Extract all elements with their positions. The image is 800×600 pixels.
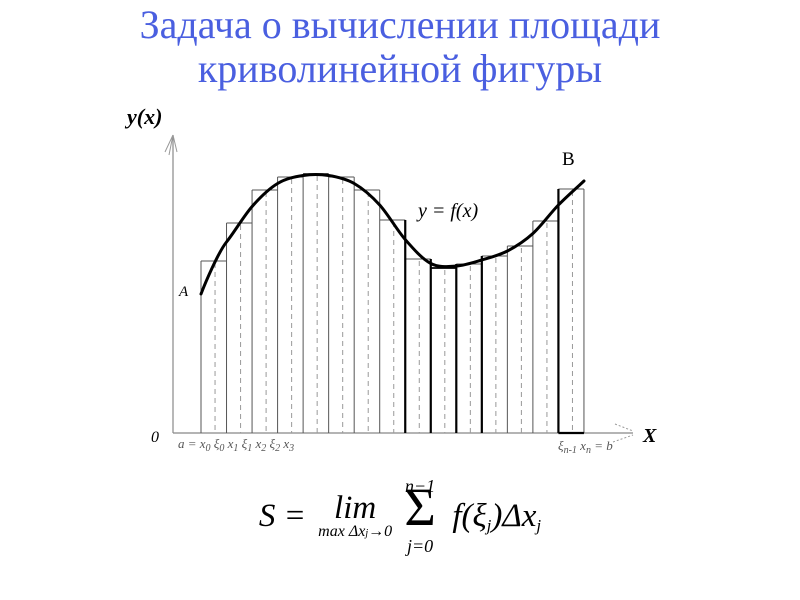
svg-text:0: 0 — [151, 429, 159, 446]
svg-text:ξn-1 xn = b: ξn-1 xn = b — [558, 438, 613, 456]
svg-text:a = x0 ξ0 x1 ξ1 x2 ξ2 x3: a = x0 ξ0 x1 ξ1 x2 ξ2 x3 — [178, 436, 294, 454]
svg-text:X: X — [642, 425, 657, 447]
svg-text:B: B — [562, 149, 575, 170]
svg-text:y = f(x): y = f(x) — [416, 200, 478, 222]
svg-text:y(x): y(x) — [124, 104, 162, 129]
svg-text:A: A — [178, 284, 189, 300]
